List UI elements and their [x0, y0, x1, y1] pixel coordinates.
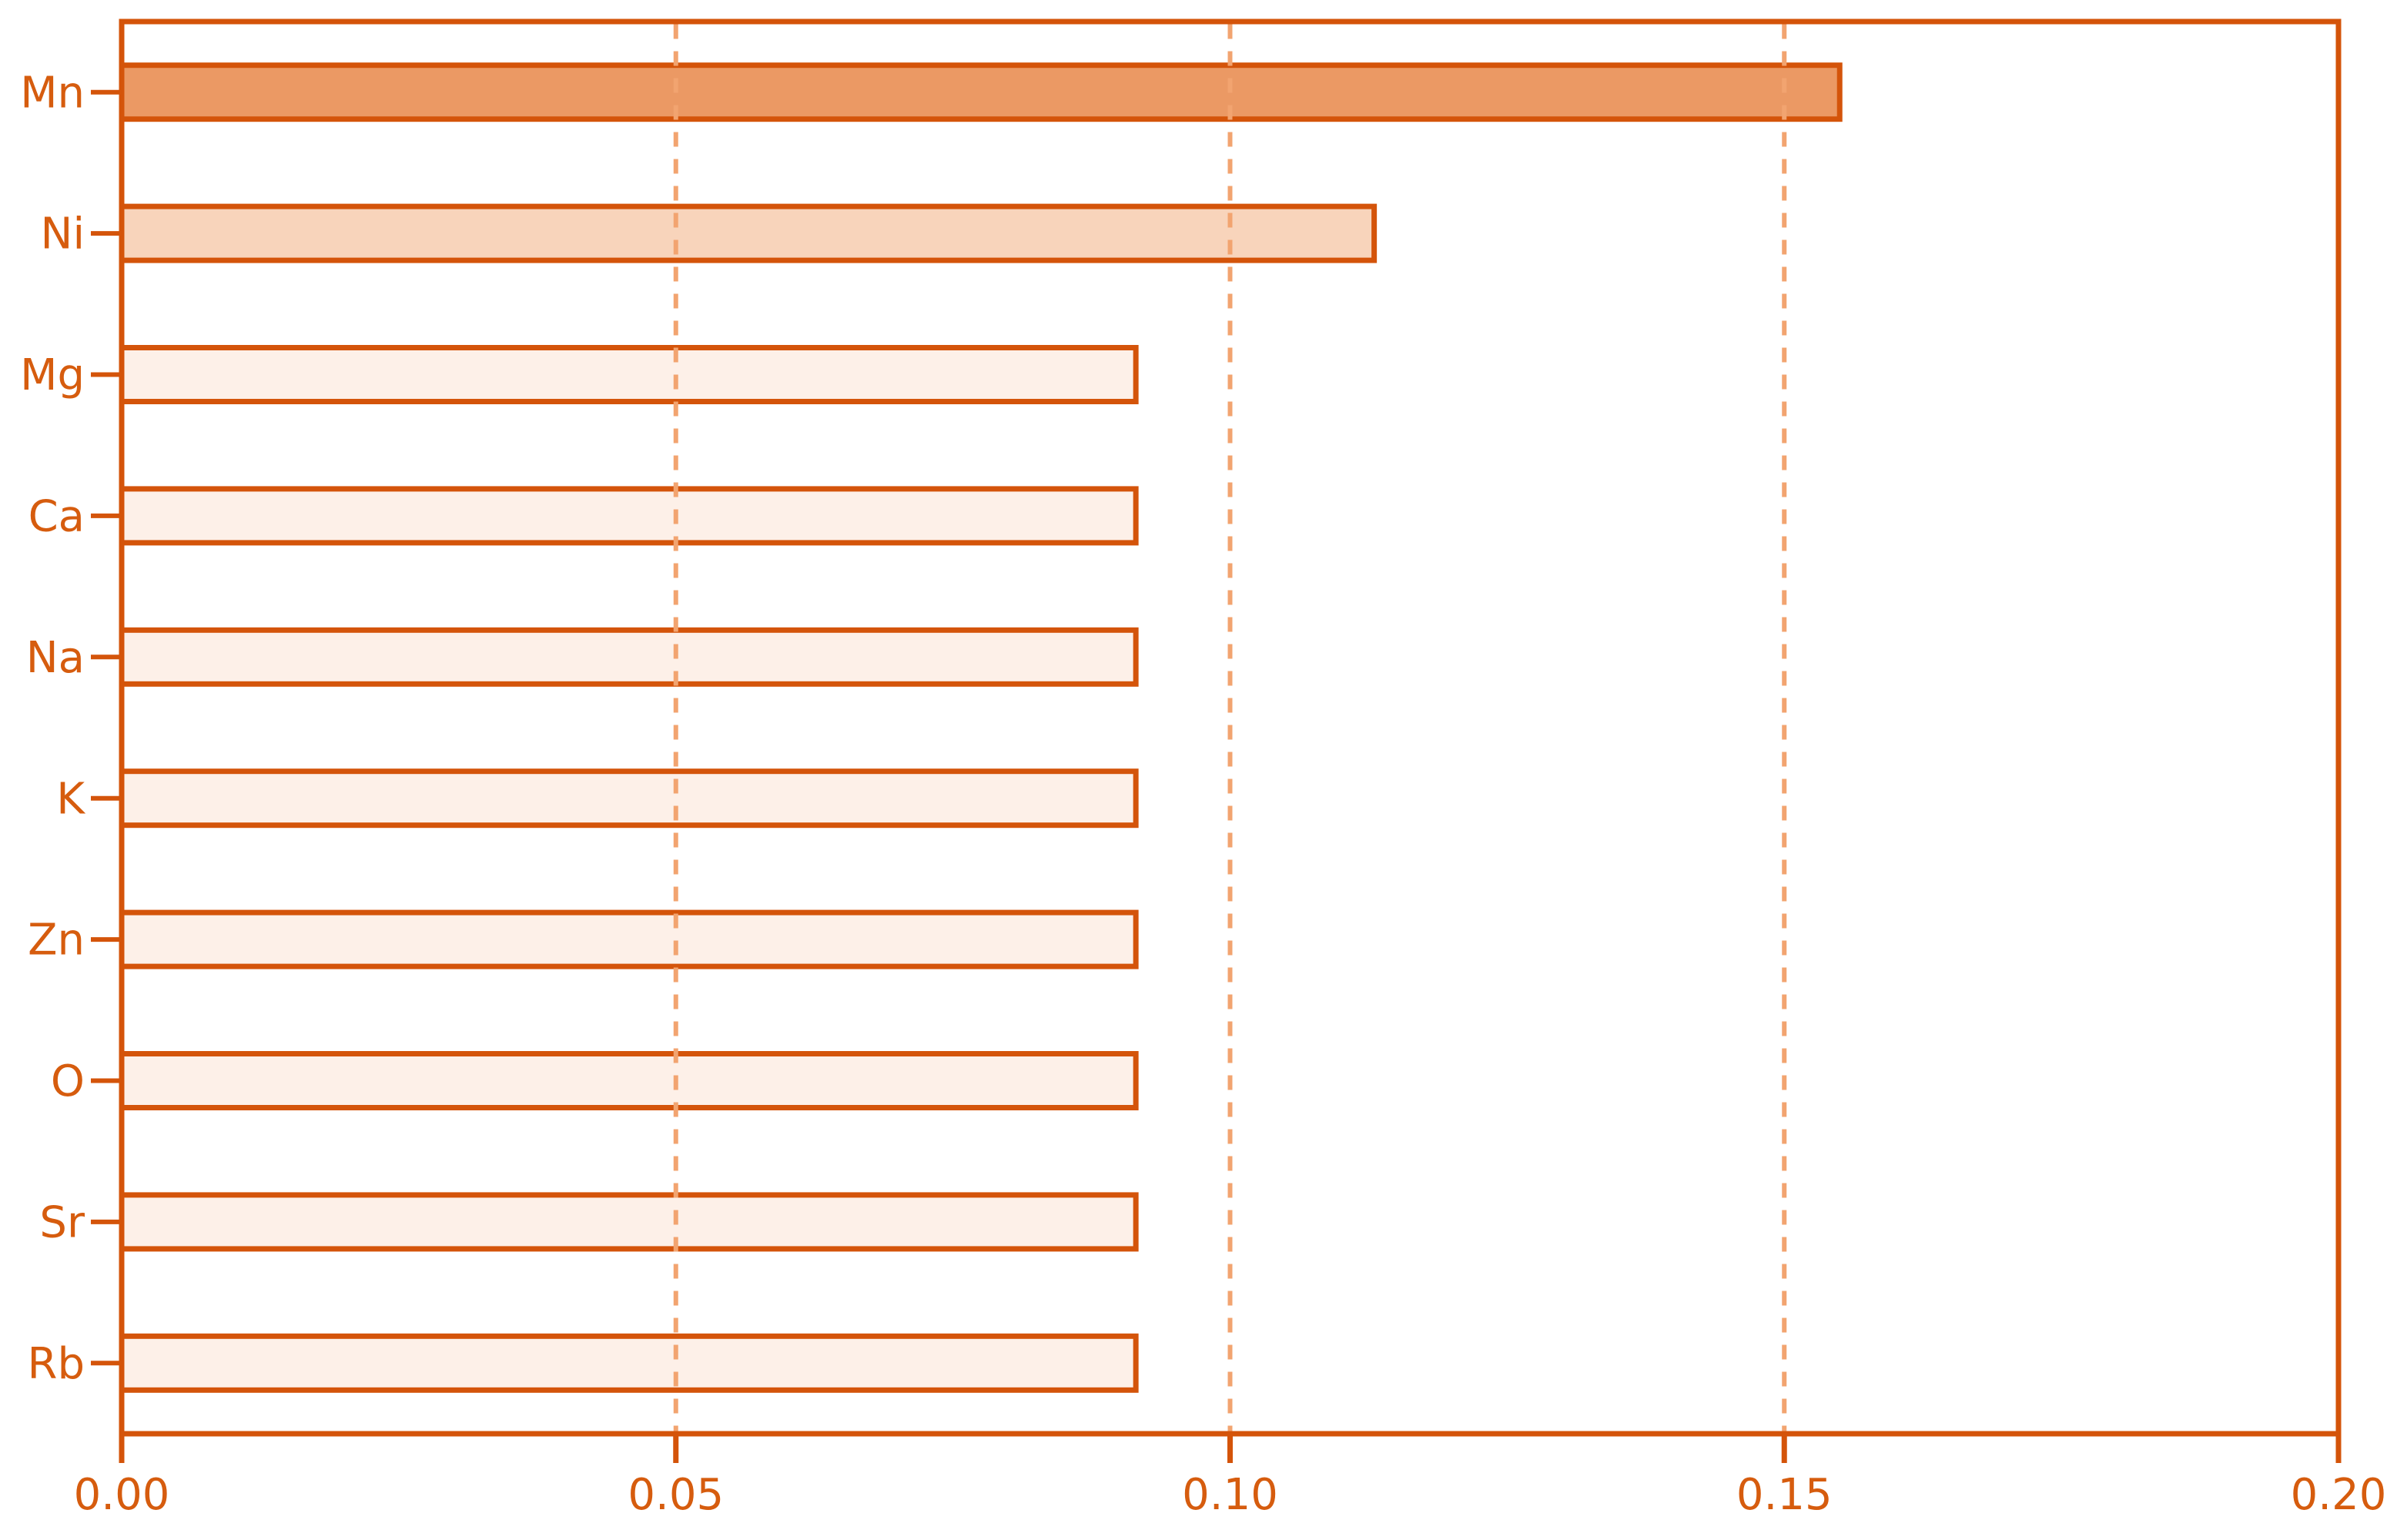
y-tick-label: O	[51, 1056, 85, 1106]
y-tick-label: Na	[26, 633, 85, 683]
x-tick-label: 0.05	[628, 1470, 724, 1520]
y-tick-label: Sr	[39, 1198, 85, 1248]
bar-o	[119, 1051, 1139, 1110]
y-tick-label: Ca	[28, 492, 85, 542]
y-tick-label: Zn	[28, 916, 85, 966]
x-tick-label: 0.15	[1736, 1470, 1833, 1520]
bar-ca	[119, 486, 1139, 546]
y-tick-label: Rb	[28, 1339, 85, 1389]
bar-mn	[119, 62, 1843, 122]
bar-mg	[119, 345, 1139, 404]
bar-sr	[119, 1192, 1139, 1252]
y-tick-label: K	[56, 774, 85, 824]
x-tick-label: 0.20	[2291, 1470, 2387, 1520]
y-tick-label: Mn	[20, 68, 85, 118]
x-tick-label: 0.00	[74, 1470, 170, 1520]
bar-rb	[119, 1333, 1139, 1393]
x-tick-label: 0.10	[1182, 1470, 1278, 1520]
y-tick-label: Ni	[41, 209, 85, 259]
bar-ni	[119, 203, 1378, 263]
bar-zn	[119, 909, 1139, 969]
y-tick-label: Mg	[20, 350, 85, 400]
bar-na	[119, 627, 1139, 687]
bar-k	[119, 768, 1139, 829]
